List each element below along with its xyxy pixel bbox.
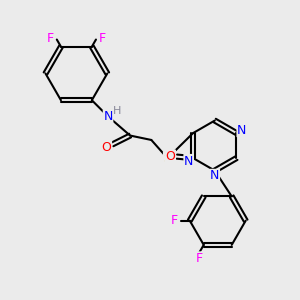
Text: N: N (184, 154, 194, 167)
Text: F: F (99, 32, 106, 45)
Text: N: N (103, 110, 113, 123)
Text: F: F (196, 252, 203, 265)
Text: N: N (237, 124, 246, 136)
Text: O: O (166, 150, 176, 163)
Text: N: N (210, 169, 220, 182)
Text: F: F (47, 32, 54, 45)
Text: O: O (102, 141, 112, 154)
Text: F: F (171, 214, 178, 227)
Text: S: S (164, 152, 172, 165)
Text: H: H (113, 106, 122, 116)
